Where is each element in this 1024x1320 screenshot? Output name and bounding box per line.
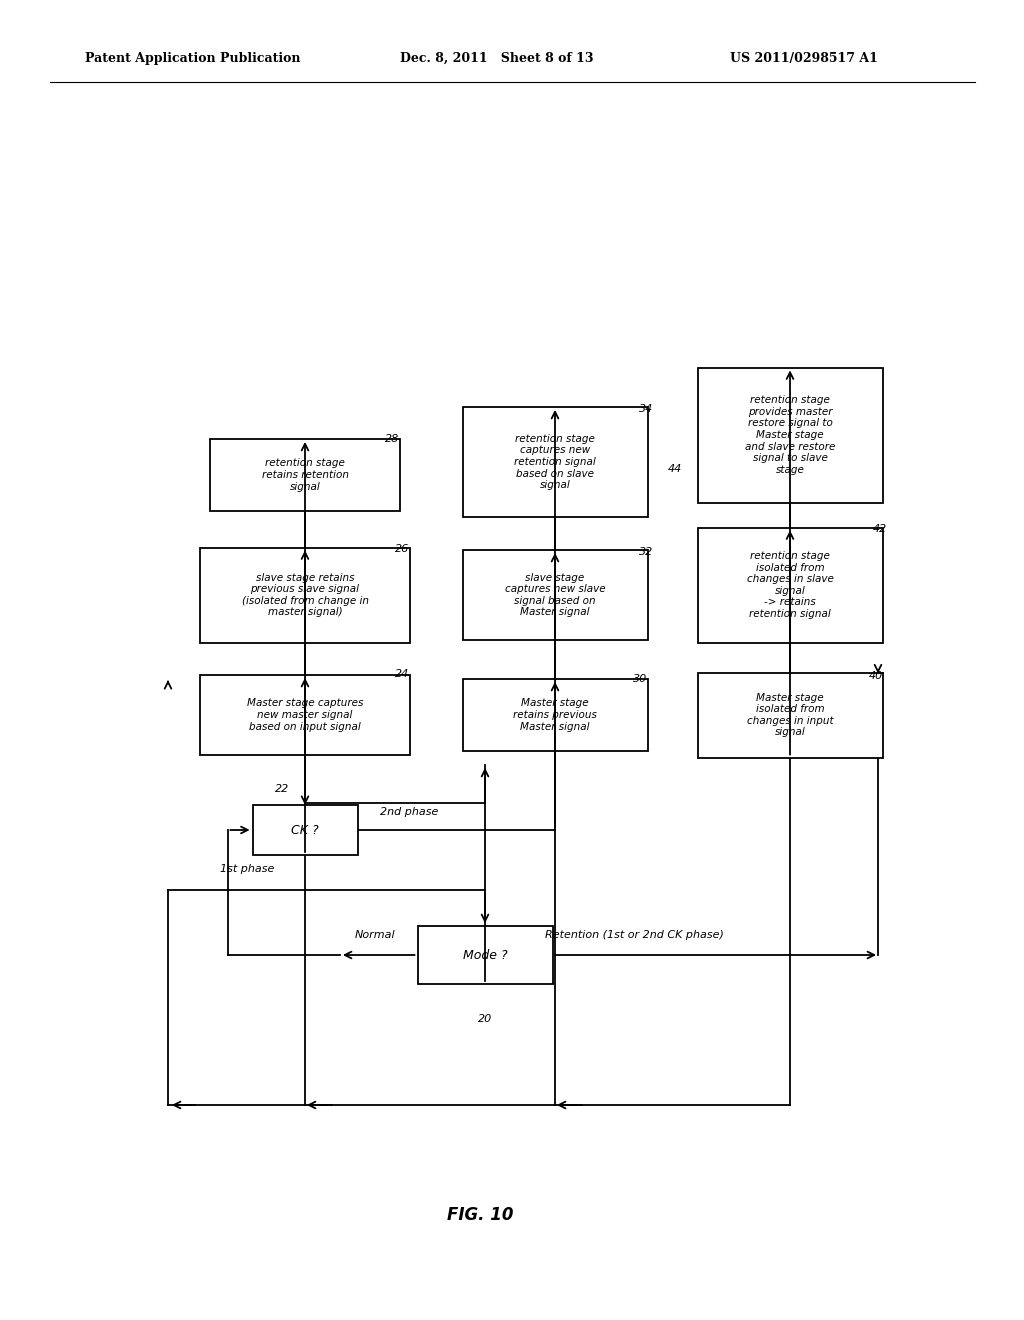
Text: 44: 44 <box>668 465 682 474</box>
Text: FIG. 10: FIG. 10 <box>446 1206 513 1224</box>
Text: retention stage
isolated from
changes in slave
signal
-> retains
retention signa: retention stage isolated from changes in… <box>746 550 834 619</box>
Bar <box>200 548 410 643</box>
Text: Master stage captures
new master signal
based on input signal: Master stage captures new master signal … <box>247 698 364 731</box>
Text: CK ?: CK ? <box>291 824 318 837</box>
Text: 24: 24 <box>395 669 410 678</box>
Bar <box>697 367 883 503</box>
Text: 28: 28 <box>385 434 399 444</box>
Text: slave stage
captures new slave
signal based on
Master signal: slave stage captures new slave signal ba… <box>505 573 605 618</box>
Text: 1st phase: 1st phase <box>220 865 274 874</box>
Text: Patent Application Publication: Patent Application Publication <box>85 51 300 65</box>
Bar <box>697 672 883 758</box>
Text: 34: 34 <box>639 404 653 414</box>
Text: 2nd phase: 2nd phase <box>380 807 438 817</box>
Bar <box>253 805 357 855</box>
Text: 40: 40 <box>869 671 884 681</box>
Text: 26: 26 <box>395 544 410 554</box>
Text: retention stage
retains retention
signal: retention stage retains retention signal <box>261 458 348 491</box>
Bar <box>463 407 647 517</box>
Text: 22: 22 <box>275 784 289 795</box>
Text: US 2011/0298517 A1: US 2011/0298517 A1 <box>730 51 878 65</box>
Bar <box>210 440 400 511</box>
Text: retention stage
captures new
retention signal
based on slave
signal: retention stage captures new retention s… <box>514 434 596 490</box>
Text: Dec. 8, 2011   Sheet 8 of 13: Dec. 8, 2011 Sheet 8 of 13 <box>400 51 594 65</box>
Text: Mode ?: Mode ? <box>463 949 507 961</box>
Text: Master stage
isolated from
changes in input
signal: Master stage isolated from changes in in… <box>746 693 834 738</box>
Text: 30: 30 <box>633 675 647 684</box>
Text: Master stage
retains previous
Master signal: Master stage retains previous Master sig… <box>513 698 597 731</box>
Text: slave stage retains
previous slave signal
(isolated from change in
master signal: slave stage retains previous slave signa… <box>242 573 369 618</box>
Bar <box>463 550 647 640</box>
Bar <box>200 675 410 755</box>
Bar <box>418 927 553 983</box>
Text: retention stage
provides master
restore signal to
Master stage
and slave restore: retention stage provides master restore … <box>744 395 836 475</box>
Text: 20: 20 <box>478 1014 493 1024</box>
Text: 32: 32 <box>639 546 653 557</box>
Bar <box>697 528 883 643</box>
Text: 42: 42 <box>873 524 887 535</box>
Text: Retention (1st or 2nd CK phase): Retention (1st or 2nd CK phase) <box>545 931 724 940</box>
Text: Normal: Normal <box>355 931 395 940</box>
Bar <box>463 678 647 751</box>
